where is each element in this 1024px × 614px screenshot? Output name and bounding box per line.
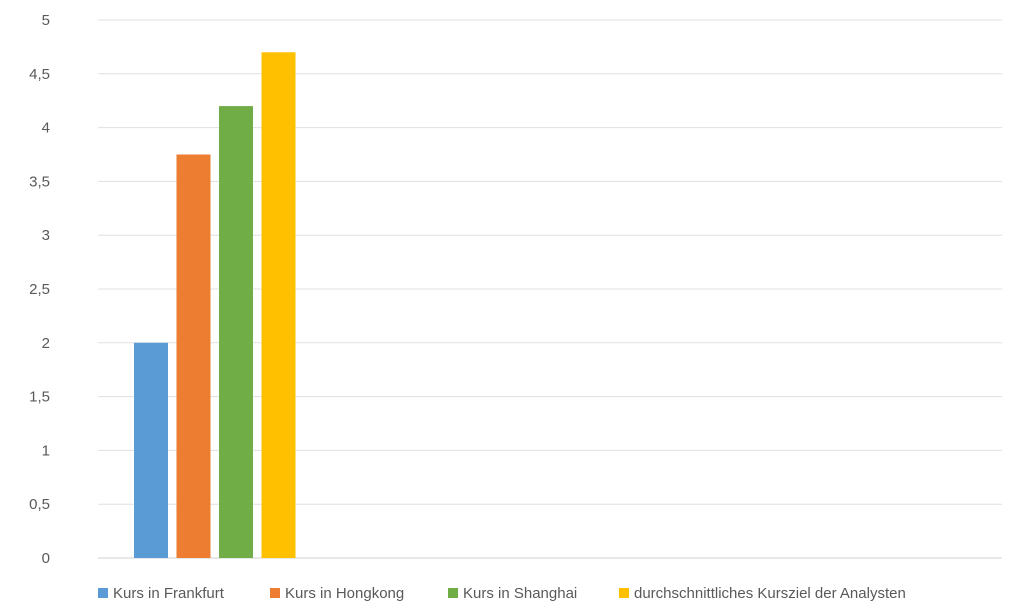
bar-3 bbox=[219, 106, 253, 558]
legend-swatch bbox=[448, 588, 458, 598]
y-tick-label: 2,5 bbox=[29, 281, 50, 298]
legend-label: Kurs in Frankfurt bbox=[113, 585, 225, 602]
y-tick-label: 1,5 bbox=[29, 389, 50, 406]
y-axis-ticks: 0 0,5 1 1,5 2 2,5 3 3,5 4 4,5 5 bbox=[29, 12, 50, 567]
legend-item: durchschnittliches Kursziel der Analyste… bbox=[619, 585, 906, 602]
legend-item: Kurs in Frankfurt bbox=[98, 585, 225, 602]
legend-label: Kurs in Hongkong bbox=[285, 585, 404, 602]
y-tick-label: 0,5 bbox=[29, 496, 50, 513]
y-tick-label: 0 bbox=[42, 550, 50, 567]
legend: Kurs in Frankfurt Kurs in Hongkong Kurs in… bbox=[98, 585, 906, 602]
bars bbox=[134, 52, 296, 558]
legend-item: Kurs in Hongkong bbox=[270, 585, 404, 602]
bar-1 bbox=[134, 342, 168, 558]
legend-swatch bbox=[98, 588, 108, 598]
legend-swatch bbox=[619, 588, 629, 598]
y-tick-label: 4,5 bbox=[29, 66, 50, 83]
y-tick-label: 4 bbox=[42, 120, 50, 137]
y-tick-label: 5 bbox=[42, 12, 50, 29]
y-tick-label: 3 bbox=[42, 227, 50, 244]
bar-2 bbox=[176, 154, 211, 558]
y-tick-label: 2 bbox=[42, 335, 50, 352]
bar-4 bbox=[261, 52, 296, 558]
legend-label: Kurs in Shanghai bbox=[463, 585, 577, 602]
y-tick-label: 3,5 bbox=[29, 173, 50, 190]
legend-swatch bbox=[270, 588, 280, 598]
y-tick-label: 1 bbox=[42, 442, 50, 459]
legend-item: Kurs in Shanghai bbox=[448, 585, 577, 602]
legend-label: durchschnittliches Kursziel der Analyste… bbox=[634, 585, 906, 602]
